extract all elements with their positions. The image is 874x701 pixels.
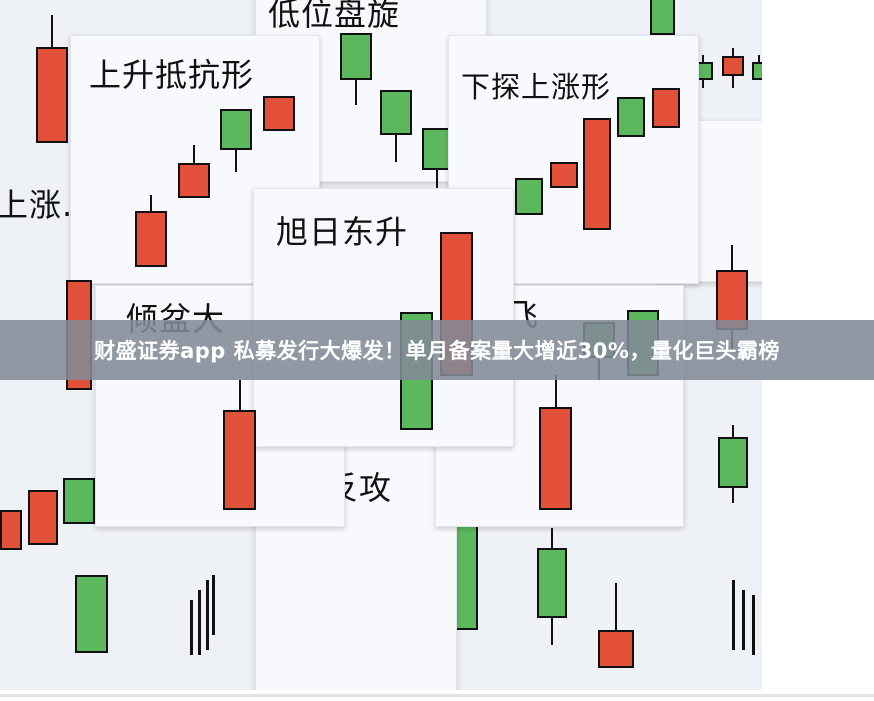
card-sunrise: 旭日东升: [253, 188, 514, 447]
line-stroke: [752, 595, 755, 655]
bullish-candle: [583, 118, 611, 230]
bearish-candle: [515, 178, 543, 215]
bullish-candle: [598, 630, 634, 668]
line-stroke: [190, 600, 193, 655]
bullish-candle: [0, 510, 22, 550]
candle-wick: [615, 583, 617, 668]
line-stroke: [206, 580, 209, 650]
headline-text[interactable]: 财盛证券app 私募发行大爆发！单月备案量大增近30%，量化巨头霸榜: [94, 339, 780, 363]
bullish-candle: [722, 56, 744, 76]
bullish-candle: [539, 407, 572, 510]
divider: [0, 694, 874, 697]
line-stroke: [198, 590, 201, 655]
card-title: 上升抵抗形: [89, 56, 255, 94]
bullish-candle: [550, 162, 578, 188]
card-title: 低位盘旋: [268, 0, 401, 33]
bullish-candle: [652, 88, 680, 128]
bearish-candle: [63, 478, 95, 524]
bullish-candle: [223, 410, 256, 510]
card-title: 上涨.: [0, 186, 74, 224]
bullish-candle: [135, 211, 167, 267]
headline-banner[interactable]: 财盛证券app 私募发行大爆发！单月备案量大增近30%，量化巨头霸榜: [0, 320, 874, 380]
line-stroke: [742, 590, 745, 650]
bearish-candle: [75, 575, 108, 653]
line-stroke: [212, 575, 215, 635]
card-title: 下探上涨形: [461, 70, 612, 104]
bearish-candle: [718, 437, 748, 488]
card-title: 旭日东升: [276, 213, 409, 251]
bullish-candle: [28, 490, 58, 545]
bullish-candle: [36, 47, 68, 143]
bearish-candle: [617, 97, 645, 137]
bullish-candle: [178, 163, 210, 198]
bullish-candle: [263, 96, 295, 131]
bearish-candle: [220, 109, 252, 150]
bearish-candle: [537, 548, 567, 618]
bearish-candle: [752, 62, 762, 80]
bearish-candle: [340, 33, 372, 80]
bearish-candle: [380, 90, 412, 135]
bearish-candle: [650, 0, 675, 35]
line-stroke: [732, 580, 735, 650]
